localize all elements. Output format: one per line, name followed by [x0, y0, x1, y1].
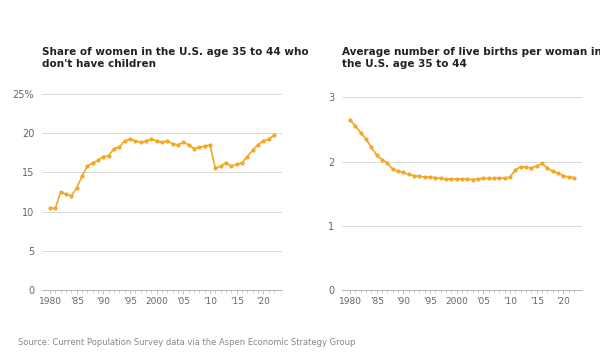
Text: Source: Current Population Survey data via the Aspen Economic Strategy Group: Source: Current Population Survey data v…	[18, 338, 355, 347]
Text: Share of women in the U.S. age 35 to 44 who
don't have children: Share of women in the U.S. age 35 to 44 …	[42, 47, 308, 69]
Text: Average number of live births per woman in
the U.S. age 35 to 44: Average number of live births per woman …	[342, 47, 600, 69]
